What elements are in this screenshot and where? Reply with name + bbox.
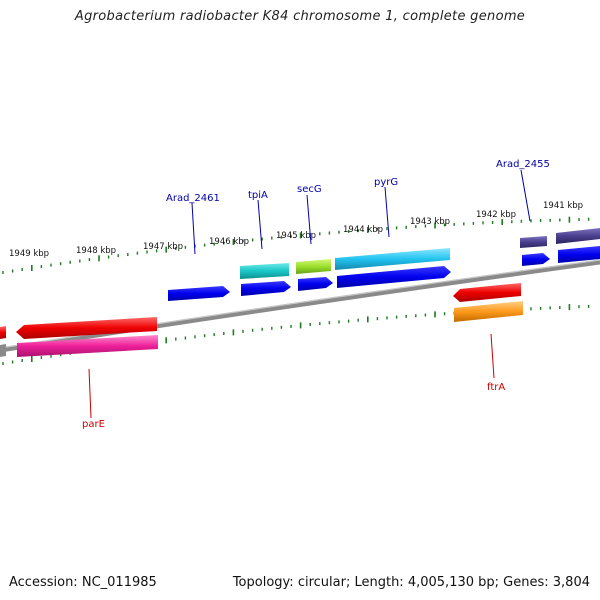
gene-arrow-pare[interactable] [17,335,158,357]
map-title: Agrobacterium radiobacter K84 chromosome… [74,9,526,24]
genes-value: 3,804 [552,575,590,590]
kbp-label: 1948 kbp [76,246,116,256]
kbp-scale-labels: 1949 kbp 1948 kbp 1947 kbp 1946 kbp 1945… [9,201,583,259]
genes-reverse [0,283,523,357]
gene-label-tpia[interactable]: tpiA [248,190,268,201]
kbp-label: 1946 kbp [209,237,249,247]
gene-label-arad-2455[interactable]: Arad_2455 [496,159,550,170]
gene-label-leaders-bottom [88,333,495,419]
gene-arrow-blue-2[interactable] [241,281,291,296]
length-value: 4,005,130 bp [407,575,495,590]
gene-label-arad-2461[interactable]: Arad_2461 [166,193,220,204]
gene-label-ftra[interactable]: ftrA [487,382,505,393]
chromosome-backbone [0,259,600,353]
kbp-label: 1941 kbp [543,201,583,211]
kbp-label: 1947 kbp [143,242,183,252]
accession-value: NC_011985 [81,575,157,590]
gene-arrow-slate-2[interactable] [556,228,600,244]
topology-label: Topology: [232,575,294,590]
accession-label: Accession: [9,575,78,590]
gene-label-pyrg[interactable]: pyrG [374,177,398,188]
gene-arrow-tpia[interactable] [240,263,289,279]
length-label: Length: [354,575,404,590]
gene-arrow-ftra-neighbor[interactable] [453,283,521,302]
kbp-label: 1944 kbp [343,225,383,235]
gene-arrow-blue-4[interactable] [337,266,451,288]
gene-arrow-secg[interactable] [296,259,331,274]
gene-label-pare[interactable]: parE [82,419,105,430]
accession-info: Accession: NC_011985 [9,575,157,590]
kbp-label: 1945 kbp [276,231,316,241]
scale-ticks-top [2,216,590,274]
gene-arrow-arad-2455[interactable] [522,253,550,266]
kbp-label: 1949 kbp [9,249,49,259]
genes-forward-outer [240,228,600,279]
gene-arrow-gray-stub[interactable] [0,344,6,357]
gene-arrow-slate-1[interactable] [520,236,547,248]
topology-value: circular [297,575,346,590]
genes-label: Genes: [503,575,549,590]
genome-stats: Topology: circular; Length: 4,005,130 bp… [232,575,590,590]
genes-forward-inner [168,246,600,301]
gene-arrow-blue-3[interactable] [298,277,333,291]
kbp-label: 1943 kbp [410,217,450,227]
kbp-label: 1942 kbp [476,210,516,220]
gene-arrow-red-pare-neighbor[interactable] [16,317,157,339]
gene-arrow-ftra[interactable] [454,301,523,322]
gene-arrow-blue-6[interactable] [558,246,600,263]
gene-arrow-arad-2461[interactable] [168,286,230,301]
gene-label-leaders-top [191,169,531,255]
gene-arrow-pyrg[interactable] [335,248,450,270]
gene-arrow-red-left-stub[interactable] [0,326,6,339]
gene-label-secg[interactable]: secG [297,184,322,195]
